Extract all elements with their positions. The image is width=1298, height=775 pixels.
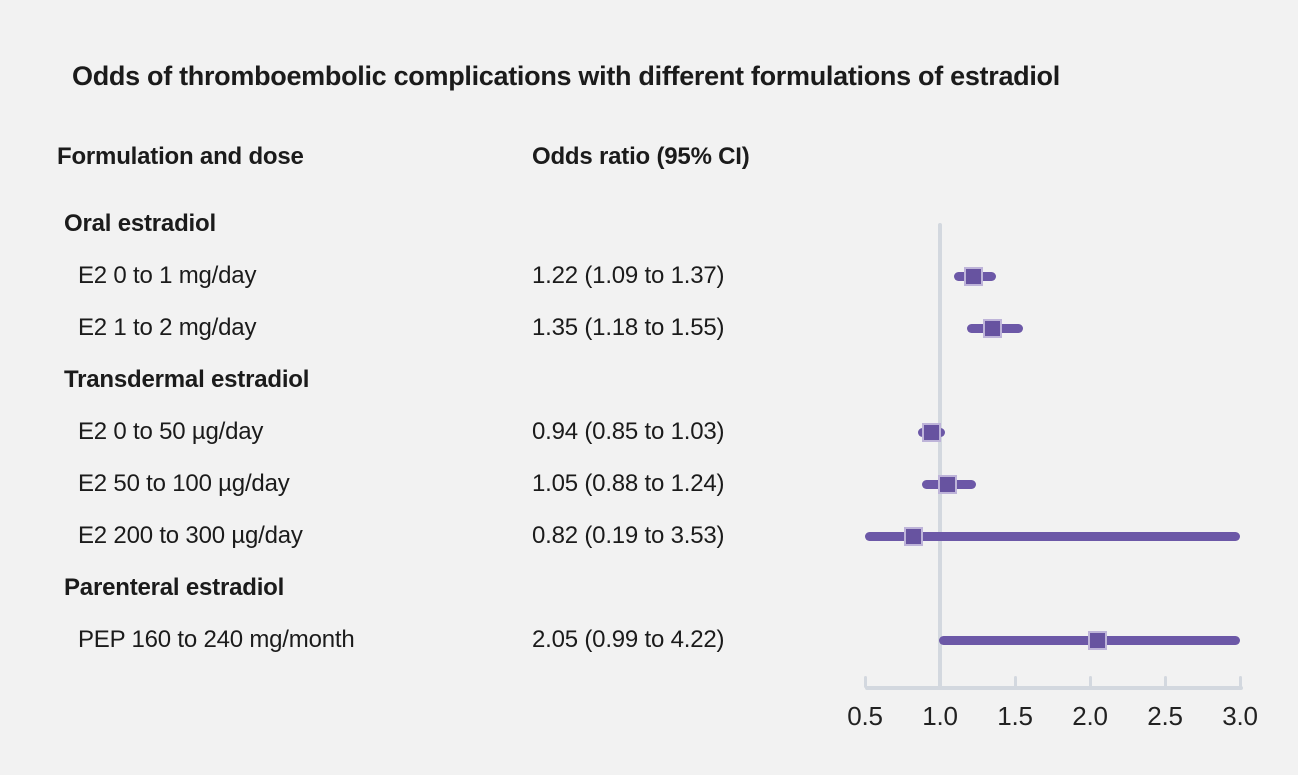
ci-line: [865, 531, 1240, 541]
reference-line: [938, 223, 942, 690]
odds-ratio-value: 1.35 (1.18 to 1.55): [532, 314, 725, 341]
item-label: E2 1 to 2 mg/day: [78, 314, 257, 341]
item-label: E2 0 to 50 µg/day: [78, 418, 264, 445]
or-marker: [1088, 630, 1107, 650]
group-label: Parenteral estradiol: [64, 574, 285, 601]
column-header-odds-ratio: Odds ratio (95% CI): [532, 143, 750, 170]
group-label: Transdermal estradiol: [64, 366, 310, 393]
x-axis-tick-label: 2.5: [1147, 701, 1183, 731]
x-axis-line: [865, 686, 1243, 690]
item-label: E2 200 to 300 µg/day: [78, 522, 303, 549]
x-axis-tick-label: 0.5: [847, 701, 883, 731]
group-label: Oral estradiol: [64, 210, 216, 237]
or-marker: [921, 422, 941, 442]
x-axis-tick: [1088, 676, 1092, 688]
x-axis-tick-label: 1.5: [997, 701, 1033, 731]
odds-ratio-value: 1.05 (0.88 to 1.24): [532, 470, 725, 497]
odds-ratio-value: 0.82 (0.19 to 3.53): [532, 522, 725, 549]
x-axis-tick: [863, 676, 867, 688]
item-label: PEP 160 to 240 mg/month: [78, 626, 355, 653]
or-marker: [983, 318, 1002, 338]
odds-ratio-value: 0.94 (0.85 to 1.03): [532, 418, 725, 445]
x-axis-tick-label: 3.0: [1222, 701, 1258, 731]
x-axis-tick: [1163, 676, 1167, 688]
x-axis-tick: [938, 676, 942, 688]
or-marker: [938, 474, 957, 494]
odds-ratio-value: 1.22 (1.09 to 1.37): [532, 262, 725, 289]
odds-ratio-value: 2.05 (0.99 to 4.22): [532, 626, 725, 653]
or-marker: [903, 526, 923, 546]
or-marker: [963, 266, 983, 286]
x-axis-tick-label: 2.0: [1072, 701, 1108, 731]
item-label: E2 50 to 100 µg/day: [78, 470, 290, 497]
x-axis-tick: [1013, 676, 1017, 688]
x-axis-tick-label: 1.0: [922, 701, 958, 731]
column-header-formulation: Formulation and dose: [57, 143, 304, 170]
chart-title: Odds of thromboembolic complications wit…: [72, 61, 1060, 91]
x-axis-tick: [1238, 676, 1242, 688]
item-label: E2 0 to 1 mg/day: [78, 262, 257, 289]
